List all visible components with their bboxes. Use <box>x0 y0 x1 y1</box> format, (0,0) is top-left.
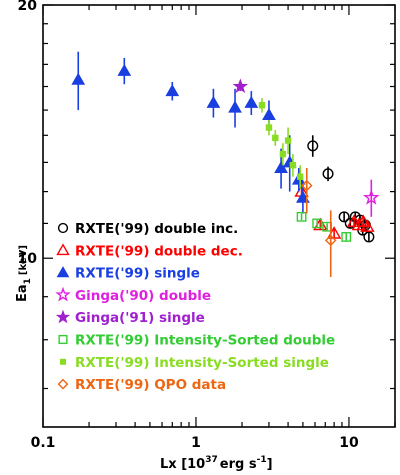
legend-marker <box>56 243 70 256</box>
legend-label: Ginga('91) single <box>75 310 205 326</box>
data-point <box>322 168 334 180</box>
data-point <box>307 140 319 152</box>
series-1 <box>294 182 375 239</box>
data-point <box>71 72 86 85</box>
series-5 <box>296 211 352 242</box>
legend: RXTE('99) double inc. RXTE('99) double de… <box>55 221 335 393</box>
data-point <box>228 100 242 113</box>
data-point <box>341 232 352 242</box>
data-point <box>363 189 380 205</box>
legend-marker <box>55 286 71 302</box>
x-tick-label: 1 <box>191 435 201 451</box>
data-point <box>296 173 304 180</box>
data-point <box>360 219 375 232</box>
series-2 <box>71 51 310 214</box>
legend-label: RXTE('99) Intensity-Sorted single <box>75 355 329 371</box>
legend-label: RXTE('99) double dec. <box>75 243 243 259</box>
legend-label: RXTE('99) Intensity-Sorted double <box>75 333 335 349</box>
y-axis-title: Ea1[keV] <box>15 245 33 302</box>
x-tick-label: 0.1 <box>31 435 56 451</box>
data-point <box>363 231 375 243</box>
x-axis-title: Lx [1037 erg s-1] <box>160 455 273 472</box>
data-point <box>300 179 313 192</box>
data-point <box>244 95 259 108</box>
legend-marker <box>57 378 69 390</box>
series-4 <box>232 78 249 94</box>
data-point <box>356 214 371 227</box>
legend-marker <box>56 266 70 278</box>
legend-label: RXTE('99) double inc. <box>75 221 238 237</box>
data-point <box>289 161 297 169</box>
data-point <box>262 107 276 120</box>
x-tick-label: 10 <box>339 435 359 451</box>
series-6 <box>258 98 304 189</box>
data-point <box>232 78 249 94</box>
tick-labels: 0.1 1 10 10 20 <box>18 0 359 451</box>
data-point <box>351 217 367 231</box>
data-point <box>165 84 180 97</box>
plot-frame <box>42 4 396 428</box>
data-point <box>206 95 221 108</box>
legend-label: RXTE('99) single <box>75 266 200 282</box>
legend-marker <box>57 222 69 234</box>
y-tick-label: 20 <box>18 0 38 14</box>
legend-label: Ginga('90) double <box>75 288 211 304</box>
data-point <box>296 190 310 203</box>
data-point <box>272 134 279 142</box>
data-point <box>296 211 307 222</box>
data-point <box>338 211 350 223</box>
data-points <box>71 51 380 277</box>
y-tick-label: 10 <box>18 251 38 267</box>
legend-marker <box>60 358 66 365</box>
data-point <box>265 124 273 131</box>
series-3 <box>363 179 380 217</box>
data-point <box>258 102 266 109</box>
legend-label: RXTE('99) QPO data <box>75 377 226 393</box>
data-point <box>324 234 337 247</box>
data-point <box>279 150 287 158</box>
data-point <box>284 137 292 144</box>
data-point <box>312 218 323 229</box>
series-7 <box>300 168 337 277</box>
legend-marker <box>58 334 68 345</box>
data-point <box>117 63 132 76</box>
legend-marker <box>55 309 71 324</box>
